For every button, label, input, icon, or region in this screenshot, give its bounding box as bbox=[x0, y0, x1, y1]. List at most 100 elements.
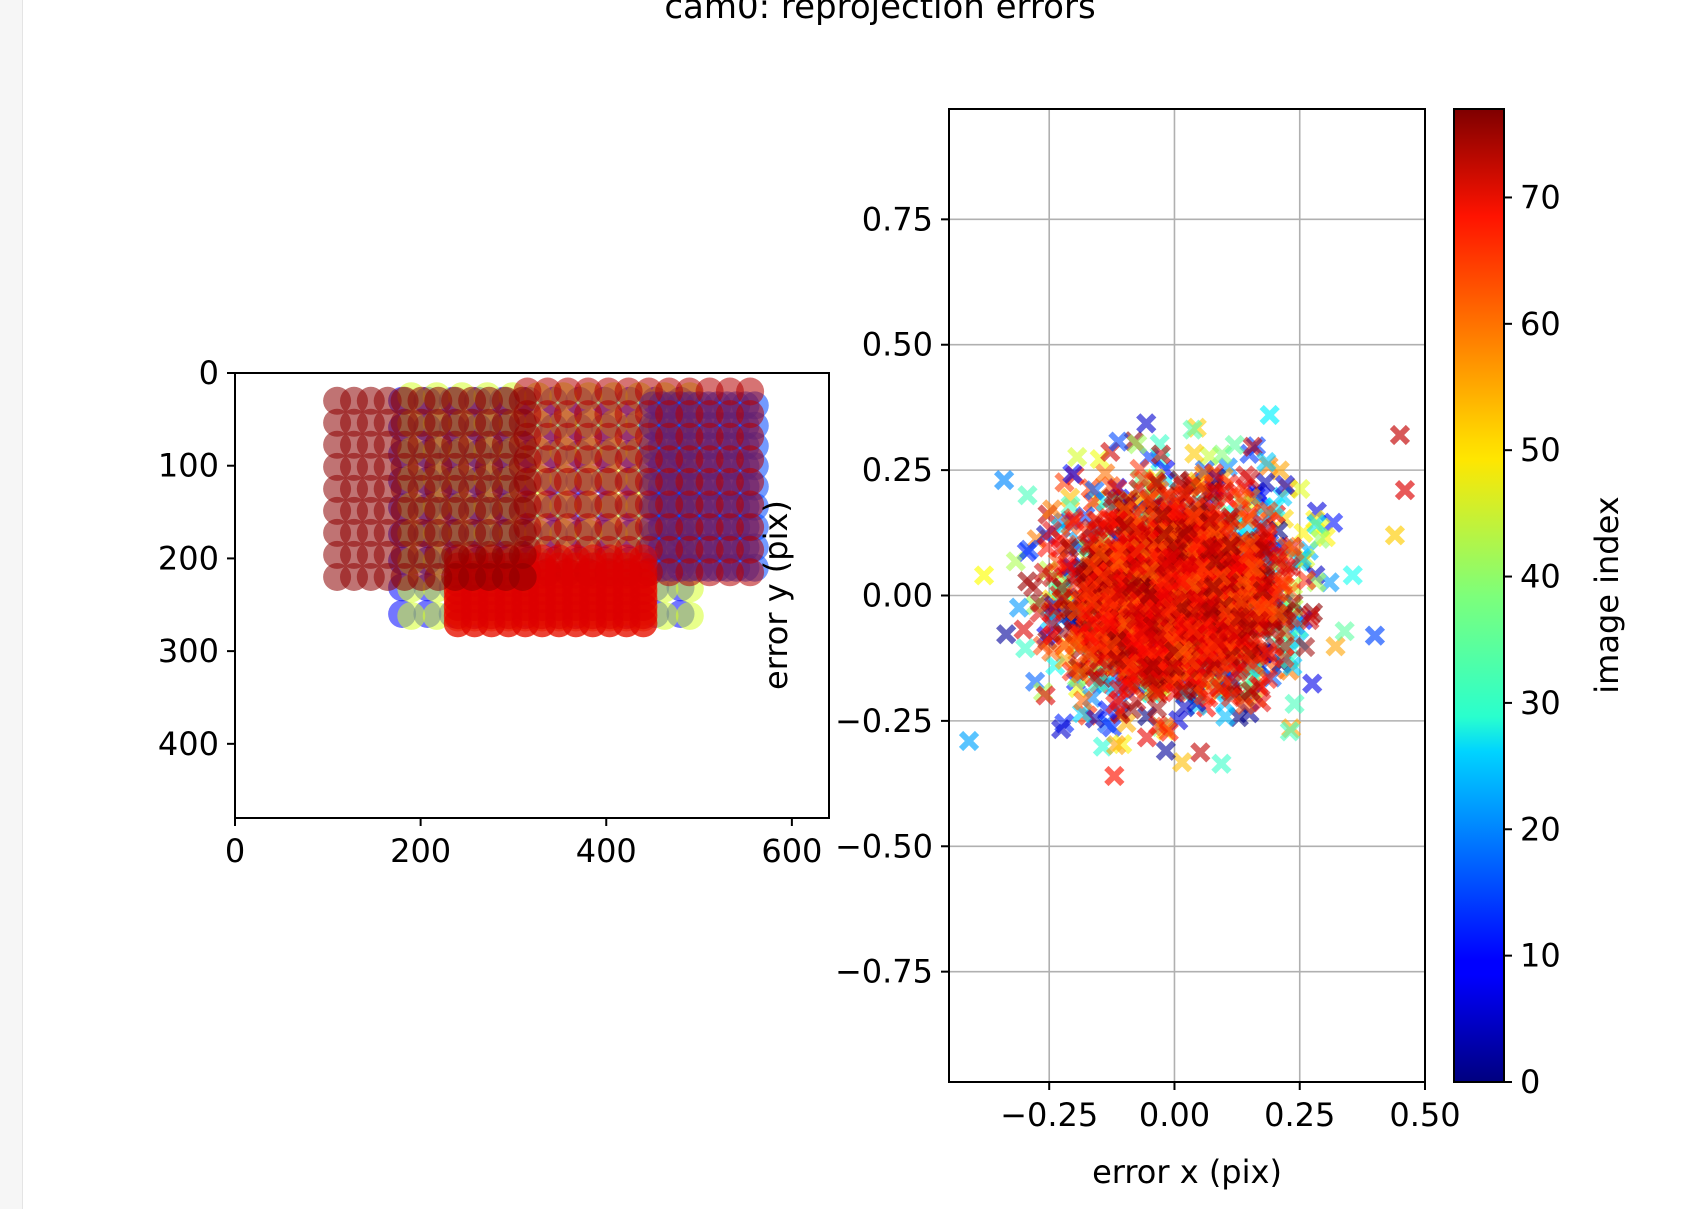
error-marker bbox=[1172, 680, 1194, 701]
image-point-marker bbox=[715, 558, 744, 587]
image-point-marker bbox=[553, 422, 582, 451]
image-points-x-tick-label: 0 bbox=[225, 832, 245, 870]
colorbar-ticks: 0 10 20 30 40 50 60 70 bbox=[1504, 178, 1561, 1101]
error-marker bbox=[1037, 537, 1058, 558]
image-point-marker bbox=[715, 513, 744, 542]
error-marker bbox=[1081, 612, 1102, 633]
image-point-marker bbox=[715, 377, 744, 406]
image-point-marker bbox=[553, 467, 582, 496]
error-marker bbox=[1204, 537, 1225, 558]
error-marker bbox=[1195, 671, 1216, 693]
error-marker bbox=[1115, 613, 1136, 634]
error-marker bbox=[1274, 474, 1296, 496]
image-point-marker bbox=[508, 540, 537, 569]
error-marker bbox=[1125, 542, 1146, 563]
image-point-marker bbox=[508, 452, 537, 481]
error-marker bbox=[1200, 602, 1221, 623]
image-point-marker bbox=[715, 535, 744, 564]
image-point-marker bbox=[574, 445, 603, 474]
error-marker bbox=[1257, 642, 1278, 663]
error-marker bbox=[1098, 609, 1119, 630]
image-point-marker bbox=[655, 445, 684, 474]
error-marker bbox=[1108, 431, 1129, 452]
colorbar-tick-label: 70 bbox=[1520, 178, 1561, 216]
error-marker bbox=[1182, 419, 1203, 440]
image-point-marker bbox=[715, 467, 744, 496]
error-marker bbox=[1229, 606, 1251, 628]
image-point-marker bbox=[675, 513, 704, 542]
error-marker bbox=[1035, 685, 1056, 706]
error-marker bbox=[1306, 514, 1327, 535]
error-marker bbox=[1142, 655, 1164, 676]
error-marker bbox=[1203, 577, 1224, 598]
image-point-marker bbox=[533, 445, 562, 474]
image-point-marker bbox=[614, 400, 643, 429]
error-marker bbox=[1084, 480, 1105, 501]
image-point-marker bbox=[655, 467, 684, 496]
error-marker bbox=[1162, 655, 1183, 677]
image-point-marker bbox=[594, 490, 623, 519]
error-marker bbox=[1062, 463, 1083, 484]
image-point-marker bbox=[695, 513, 724, 542]
image-point-marker bbox=[574, 467, 603, 496]
error-marker bbox=[1017, 485, 1038, 506]
image-point-marker bbox=[695, 535, 724, 564]
error-marker bbox=[1184, 443, 1205, 464]
image-point-marker bbox=[634, 490, 663, 519]
image-point-marker bbox=[695, 490, 724, 519]
error-marker bbox=[1176, 571, 1197, 592]
error-marker bbox=[1234, 694, 1256, 715]
image-point-marker bbox=[629, 609, 658, 638]
error-marker bbox=[1240, 533, 1261, 554]
image-point-marker bbox=[594, 513, 623, 542]
image-point-marker bbox=[655, 558, 684, 587]
image-points-y-tick-label: 0 bbox=[199, 354, 219, 392]
image-point-marker bbox=[508, 474, 537, 503]
error-marker bbox=[1174, 697, 1196, 718]
error-marker bbox=[1191, 477, 1212, 498]
error-marker bbox=[1089, 542, 1111, 564]
error-y-tick-label: −0.50 bbox=[835, 827, 933, 865]
image-point-marker bbox=[695, 377, 724, 406]
image-points-y-tick-label: 200 bbox=[158, 539, 219, 577]
image-point-marker bbox=[675, 445, 704, 474]
error-marker bbox=[1334, 621, 1355, 642]
error-x-tick-label: 0.25 bbox=[1264, 1096, 1335, 1134]
image-points-y-tick-label: 400 bbox=[158, 725, 219, 763]
image-point-marker bbox=[614, 490, 643, 519]
error-marker bbox=[1302, 673, 1323, 694]
image-point-marker bbox=[715, 490, 744, 519]
error-marker bbox=[1023, 577, 1044, 598]
image-point-marker bbox=[574, 490, 603, 519]
error-marker bbox=[1384, 525, 1406, 546]
error-marker bbox=[1231, 488, 1252, 509]
image-point-marker bbox=[675, 467, 704, 496]
error-marker bbox=[1106, 649, 1128, 670]
error-marker bbox=[1041, 520, 1063, 541]
error-marker bbox=[1218, 473, 1239, 494]
error-marker bbox=[1139, 560, 1160, 582]
error-marker bbox=[1100, 635, 1122, 656]
image-point-marker bbox=[634, 513, 663, 542]
error-marker bbox=[1268, 543, 1289, 564]
colorbar-tick-label: 10 bbox=[1520, 937, 1561, 975]
error-marker bbox=[1119, 653, 1140, 674]
image-points-x-tick-label: 400 bbox=[576, 832, 637, 870]
error-marker bbox=[1237, 618, 1258, 640]
image-point-marker bbox=[675, 422, 704, 451]
error-marker bbox=[1155, 740, 1176, 761]
error-marker bbox=[1258, 501, 1279, 522]
error-marker bbox=[1099, 614, 1120, 635]
image-index-colorbar: 0 10 20 30 40 50 60 70 image index bbox=[1453, 108, 1626, 1101]
error-marker bbox=[1220, 535, 1241, 556]
image-points-axes: 0 200 400 600 0 100 200 300 400 bbox=[158, 354, 830, 870]
image-point-marker bbox=[508, 563, 537, 591]
error-marker bbox=[1389, 424, 1411, 446]
error-marker bbox=[1274, 647, 1295, 669]
image-point-marker bbox=[594, 377, 623, 406]
error-marker bbox=[1084, 708, 1105, 729]
image-point-marker bbox=[736, 400, 765, 429]
error-marker bbox=[1126, 520, 1147, 541]
image-point-marker bbox=[553, 513, 582, 542]
